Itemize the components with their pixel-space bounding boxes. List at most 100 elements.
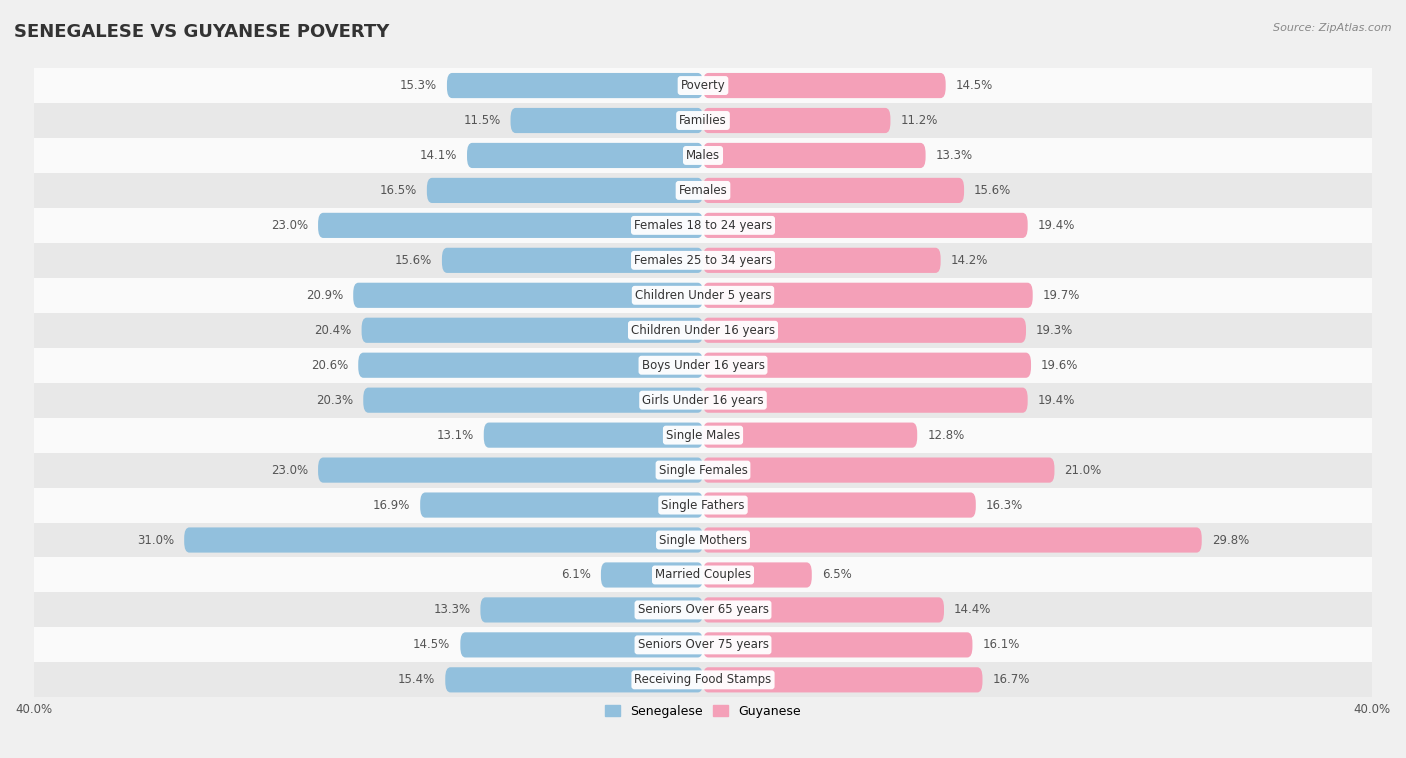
- FancyBboxPatch shape: [363, 387, 703, 413]
- Text: 14.2%: 14.2%: [950, 254, 988, 267]
- Text: Single Mothers: Single Mothers: [659, 534, 747, 547]
- Text: 16.5%: 16.5%: [380, 184, 416, 197]
- FancyBboxPatch shape: [184, 528, 703, 553]
- Text: Married Couples: Married Couples: [655, 568, 751, 581]
- Bar: [34, 208, 1372, 243]
- Text: 19.7%: 19.7%: [1043, 289, 1080, 302]
- FancyBboxPatch shape: [361, 318, 703, 343]
- Text: 6.5%: 6.5%: [823, 568, 852, 581]
- Text: SENEGALESE VS GUYANESE POVERTY: SENEGALESE VS GUYANESE POVERTY: [14, 23, 389, 41]
- Text: 13.1%: 13.1%: [436, 428, 474, 442]
- Text: 19.6%: 19.6%: [1040, 359, 1078, 371]
- FancyBboxPatch shape: [703, 597, 943, 622]
- Text: 19.4%: 19.4%: [1038, 393, 1076, 407]
- Bar: [34, 383, 1372, 418]
- Text: 19.3%: 19.3%: [1036, 324, 1073, 337]
- Bar: [34, 628, 1372, 662]
- Text: 14.4%: 14.4%: [955, 603, 991, 616]
- FancyBboxPatch shape: [703, 178, 965, 203]
- Text: 15.6%: 15.6%: [395, 254, 432, 267]
- FancyBboxPatch shape: [703, 422, 917, 448]
- Text: 6.1%: 6.1%: [561, 568, 591, 581]
- FancyBboxPatch shape: [703, 318, 1026, 343]
- Text: Males: Males: [686, 149, 720, 162]
- Text: 14.5%: 14.5%: [956, 79, 993, 92]
- FancyBboxPatch shape: [441, 248, 703, 273]
- FancyBboxPatch shape: [467, 143, 703, 168]
- Bar: [34, 313, 1372, 348]
- Text: Children Under 5 years: Children Under 5 years: [634, 289, 772, 302]
- Text: 11.5%: 11.5%: [463, 114, 501, 127]
- Text: Single Males: Single Males: [666, 428, 740, 442]
- FancyBboxPatch shape: [703, 73, 946, 98]
- FancyBboxPatch shape: [510, 108, 703, 133]
- FancyBboxPatch shape: [318, 458, 703, 483]
- Bar: [34, 453, 1372, 487]
- FancyBboxPatch shape: [703, 283, 1032, 308]
- Bar: [34, 487, 1372, 522]
- Text: 29.8%: 29.8%: [1212, 534, 1249, 547]
- FancyBboxPatch shape: [703, 632, 973, 657]
- FancyBboxPatch shape: [703, 667, 983, 692]
- FancyBboxPatch shape: [703, 562, 811, 587]
- Text: Boys Under 16 years: Boys Under 16 years: [641, 359, 765, 371]
- Bar: [34, 593, 1372, 628]
- Text: 14.1%: 14.1%: [419, 149, 457, 162]
- Text: 21.0%: 21.0%: [1064, 464, 1102, 477]
- Text: Source: ZipAtlas.com: Source: ZipAtlas.com: [1274, 23, 1392, 33]
- Text: 16.1%: 16.1%: [983, 638, 1019, 651]
- Text: 13.3%: 13.3%: [433, 603, 471, 616]
- Legend: Senegalese, Guyanese: Senegalese, Guyanese: [600, 700, 806, 722]
- FancyBboxPatch shape: [447, 73, 703, 98]
- FancyBboxPatch shape: [420, 493, 703, 518]
- Text: 19.4%: 19.4%: [1038, 219, 1076, 232]
- Text: Families: Families: [679, 114, 727, 127]
- FancyBboxPatch shape: [703, 213, 1028, 238]
- Bar: [34, 138, 1372, 173]
- FancyBboxPatch shape: [359, 352, 703, 377]
- Bar: [34, 348, 1372, 383]
- Text: Single Fathers: Single Fathers: [661, 499, 745, 512]
- FancyBboxPatch shape: [353, 283, 703, 308]
- FancyBboxPatch shape: [703, 493, 976, 518]
- Text: Receiving Food Stamps: Receiving Food Stamps: [634, 673, 772, 686]
- Text: Poverty: Poverty: [681, 79, 725, 92]
- Bar: [34, 557, 1372, 593]
- Bar: [34, 68, 1372, 103]
- Text: 20.9%: 20.9%: [307, 289, 343, 302]
- Text: 15.4%: 15.4%: [398, 673, 436, 686]
- Text: 16.3%: 16.3%: [986, 499, 1024, 512]
- Text: 13.3%: 13.3%: [935, 149, 973, 162]
- Bar: [34, 103, 1372, 138]
- FancyBboxPatch shape: [703, 143, 925, 168]
- FancyBboxPatch shape: [703, 458, 1054, 483]
- Text: Females: Females: [679, 184, 727, 197]
- FancyBboxPatch shape: [460, 632, 703, 657]
- Bar: [34, 662, 1372, 697]
- Bar: [34, 418, 1372, 453]
- FancyBboxPatch shape: [703, 387, 1028, 413]
- FancyBboxPatch shape: [703, 248, 941, 273]
- Text: 16.7%: 16.7%: [993, 673, 1031, 686]
- Text: 20.3%: 20.3%: [316, 393, 353, 407]
- Text: 14.5%: 14.5%: [413, 638, 450, 651]
- Text: Seniors Over 65 years: Seniors Over 65 years: [637, 603, 769, 616]
- FancyBboxPatch shape: [703, 528, 1202, 553]
- Text: Single Females: Single Females: [658, 464, 748, 477]
- Text: 12.8%: 12.8%: [928, 428, 965, 442]
- FancyBboxPatch shape: [600, 562, 703, 587]
- Text: Females 25 to 34 years: Females 25 to 34 years: [634, 254, 772, 267]
- FancyBboxPatch shape: [318, 213, 703, 238]
- Text: Females 18 to 24 years: Females 18 to 24 years: [634, 219, 772, 232]
- Text: 15.3%: 15.3%: [399, 79, 437, 92]
- Text: 23.0%: 23.0%: [271, 219, 308, 232]
- Text: 16.9%: 16.9%: [373, 499, 411, 512]
- Bar: [34, 173, 1372, 208]
- Text: Seniors Over 75 years: Seniors Over 75 years: [637, 638, 769, 651]
- FancyBboxPatch shape: [427, 178, 703, 203]
- FancyBboxPatch shape: [446, 667, 703, 692]
- FancyBboxPatch shape: [481, 597, 703, 622]
- Text: 23.0%: 23.0%: [271, 464, 308, 477]
- Bar: [34, 278, 1372, 313]
- FancyBboxPatch shape: [703, 352, 1031, 377]
